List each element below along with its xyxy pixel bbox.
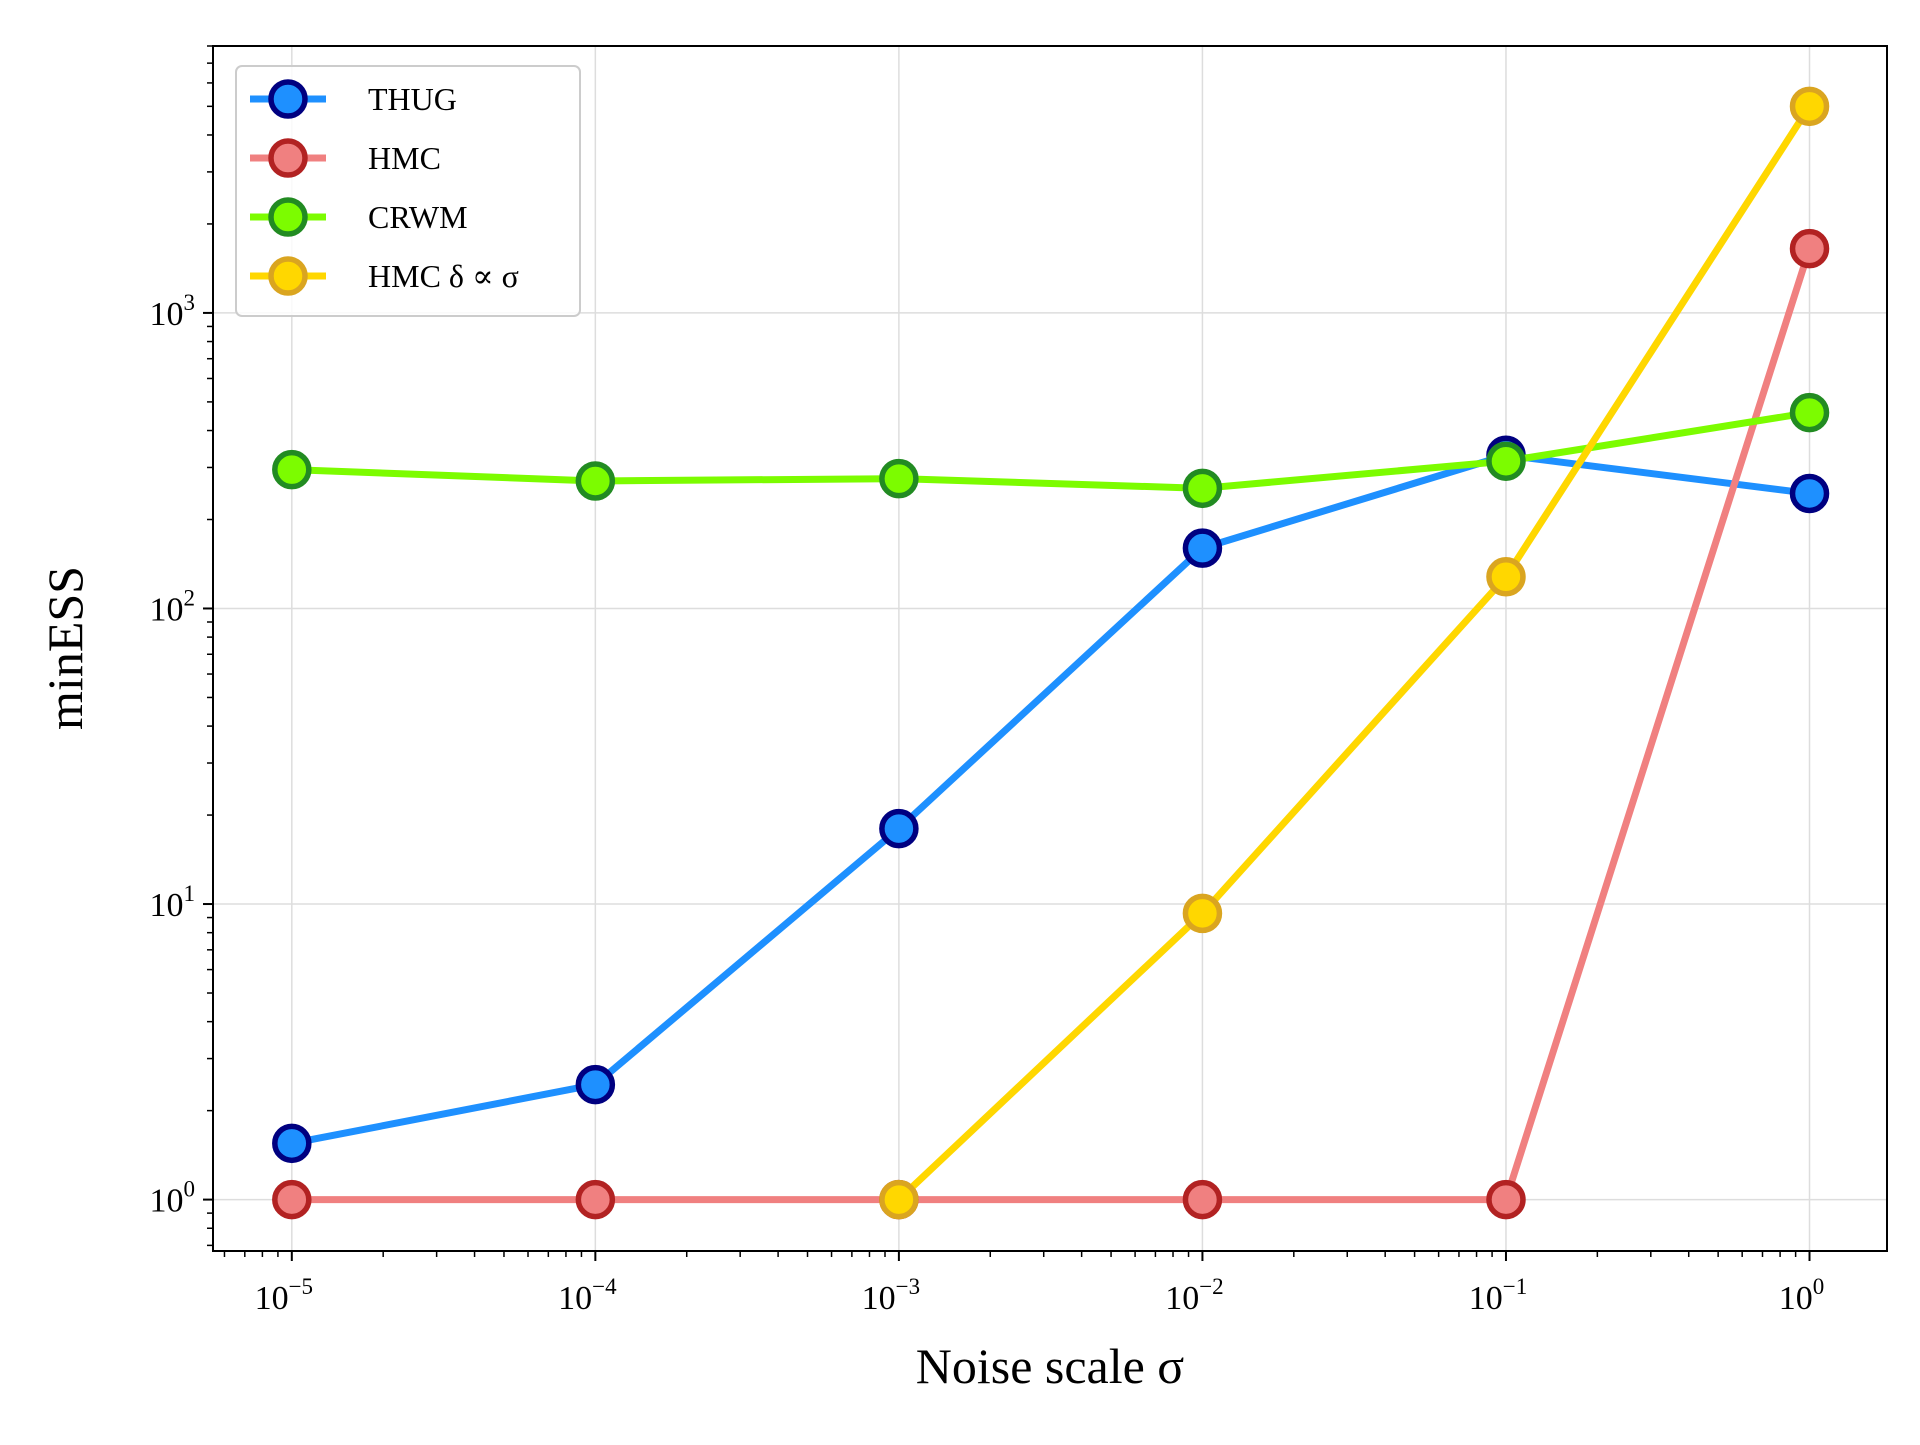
y-tick-label-2: 102	[150, 585, 196, 628]
y-tick-label-1: 101	[150, 881, 196, 924]
legend-item-hmc: HMC δ ∝ σ	[250, 256, 519, 296]
data-point-crwm	[879, 458, 919, 499]
data-point-hmc	[1789, 228, 1830, 269]
series-line-thug	[291, 451, 1810, 1147]
data-point-crwm	[1182, 468, 1223, 509]
series-line-crwm	[291, 409, 1811, 492]
data-point-crwm	[575, 461, 616, 501]
data-point-crwm	[272, 449, 312, 490]
series-hmc	[272, 228, 1830, 1220]
data-point-crwm	[1486, 441, 1526, 481]
series-hmc	[879, 86, 1830, 1220]
data-point-thug	[272, 1123, 312, 1164]
data-point-hmc	[1486, 557, 1526, 597]
legend-label-crwm: CRWM	[368, 199, 468, 235]
data-point-thug	[1789, 473, 1830, 514]
x-tick-label-0: 10−5	[255, 1274, 313, 1317]
data-point-hmc	[575, 1179, 616, 1220]
data-point-hmc	[1182, 893, 1223, 934]
data-point-hmc	[1182, 1179, 1223, 1220]
legend-item-thug: THUG	[250, 79, 457, 119]
legend-marker-thug	[268, 79, 308, 119]
plot-frame	[212, 45, 1888, 1252]
ticks-layer: 10−5 10−4 10−3 10−2 10−1 100 100 101 102 103	[150, 45, 1825, 1317]
x-axis-label: Noise scale σ	[916, 1338, 1185, 1394]
data-point-hmc	[1789, 86, 1830, 127]
legend-box	[235, 65, 581, 317]
legend: THUG HMC CRWM HMC δ ∝ σ	[235, 65, 581, 317]
legend-marker-hmc	[268, 256, 308, 296]
x-tick-label-1: 10−4	[558, 1274, 617, 1317]
series-layer	[272, 86, 1830, 1220]
series-crwm	[272, 392, 1830, 509]
data-point-hmc	[879, 1179, 919, 1220]
data-point-thug	[1182, 528, 1223, 568]
legend-label-hmc: HMC	[368, 140, 441, 176]
legend-marker-hmc	[268, 138, 308, 178]
series-line-hmc	[896, 104, 1813, 1203]
data-point-thug	[879, 808, 919, 849]
x-tick-label-5: 100	[1779, 1274, 1825, 1317]
y-axis-label: minESS	[37, 566, 93, 730]
legend-label-hmc: HMC δ ∝ σ	[368, 258, 519, 294]
legend-item-hmc: HMC	[250, 138, 441, 178]
data-point-hmc	[272, 1179, 312, 1220]
y-tick-label-0: 100	[150, 1177, 196, 1220]
x-tick-label-3: 10−2	[1165, 1274, 1223, 1317]
data-point-thug	[575, 1064, 616, 1105]
data-point-crwm	[1789, 392, 1830, 433]
legend-label-thug: THUG	[368, 81, 457, 117]
data-point-hmc	[1486, 1179, 1526, 1220]
y-tick-label-3: 103	[150, 290, 196, 333]
legend-marker-crwm	[268, 197, 308, 237]
x-tick-label-4: 10−1	[1469, 1274, 1527, 1317]
series-line-hmc	[291, 247, 1813, 1204]
x-tick-label-2: 10−3	[862, 1274, 920, 1317]
legend-item-crwm: CRWM	[250, 197, 468, 237]
